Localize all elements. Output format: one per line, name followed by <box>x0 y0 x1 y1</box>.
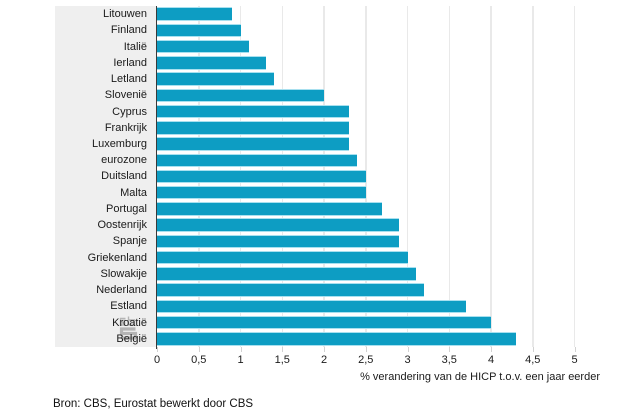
x-axis-title: % verandering van de HICP t.o.v. een jaa… <box>360 371 600 383</box>
y-axis-label: Oostenrijk <box>97 219 147 232</box>
source-note: Bron: CBS, Eurostat bewerkt door CBS <box>53 398 254 410</box>
y-axis-label: Italië <box>123 40 147 53</box>
x-axis-tick <box>407 347 409 352</box>
bar <box>157 73 274 85</box>
y-axis-label: Estland <box>110 300 147 313</box>
y-axis-label: Luxemburg <box>91 138 147 150</box>
x-axis-tick <box>240 347 242 352</box>
plot-area <box>157 6 622 347</box>
cbs-logo-icon <box>119 316 138 340</box>
x-axis-tick-label: 2,5 <box>358 354 374 366</box>
y-axis-label: Spanje <box>112 235 147 248</box>
y-axis-label: Kroatië <box>112 316 147 329</box>
bar <box>157 284 425 296</box>
bar <box>157 122 350 134</box>
y-axis-label: Frankrijk <box>104 121 147 134</box>
gridline <box>490 6 492 347</box>
x-axis-tick-label: 1,5 <box>274 354 290 366</box>
gridline <box>448 6 450 347</box>
x-axis-tick <box>574 347 576 352</box>
x-axis-tick-label: 3 <box>404 354 411 366</box>
bar <box>157 8 233 20</box>
x-axis-tick <box>198 347 200 352</box>
y-axis-label: Finland <box>110 24 147 37</box>
y-axis-label: Ierland <box>113 56 147 69</box>
x-axis-tick-label: 0,5 <box>191 354 207 366</box>
x-axis-tick <box>324 347 325 352</box>
x-axis-tick <box>532 347 534 352</box>
bar <box>157 40 249 53</box>
x-axis-tick-label: 4,5 <box>525 354 541 366</box>
y-axis-label: eurozone <box>101 154 147 167</box>
bar <box>157 251 408 264</box>
x-axis-tick <box>365 347 367 352</box>
bar <box>157 105 350 118</box>
y-axis-label: Portugal <box>106 202 147 215</box>
x-axis-tick-label: 0 <box>153 354 161 366</box>
bar <box>157 57 266 69</box>
y-axis-label: Letland <box>110 73 147 86</box>
bar <box>157 219 400 231</box>
gridline <box>573 6 576 347</box>
x-axis-tick-label: 3,5 <box>441 354 457 366</box>
y-axis-panel: Litouwen Finland Italië Ierland Letland Slove… <box>55 6 157 347</box>
x-axis-tick-label: 5 <box>571 354 578 366</box>
bar <box>157 24 241 37</box>
bar <box>157 268 416 280</box>
bar <box>157 235 400 248</box>
bar <box>157 316 491 329</box>
y-axis-label: Slowakije <box>100 267 147 280</box>
x-axis-tick-label: 4 <box>487 354 495 366</box>
bar <box>157 300 466 313</box>
y-axis-label: Malta <box>120 186 147 199</box>
y-axis-label: Litouwen <box>102 8 147 21</box>
x-axis-tick <box>449 347 451 352</box>
y-axis-label: België <box>116 332 147 345</box>
gridline <box>406 6 409 347</box>
bar <box>157 170 366 183</box>
y-axis-label: Cyprus <box>112 105 147 118</box>
y-axis-line <box>155 6 157 349</box>
x-axis-tick <box>491 347 492 352</box>
y-axis-label: Slovenië <box>104 89 147 102</box>
bar <box>157 333 517 345</box>
gridline <box>532 6 534 347</box>
y-axis-label: Duitsland <box>101 170 147 183</box>
bar <box>157 154 358 166</box>
gridline <box>365 6 367 347</box>
x-axis-tick-label: 1 <box>237 354 244 366</box>
bar <box>157 203 383 215</box>
x-axis-tick-label: 2 <box>320 354 328 366</box>
x-axis-tick <box>157 347 158 352</box>
bar <box>157 186 366 199</box>
y-axis-label: Griekenland <box>87 251 147 264</box>
x-axis-tick <box>282 347 284 352</box>
y-axis-label: Nederland <box>96 284 147 297</box>
bar <box>157 89 324 102</box>
bar <box>157 138 350 150</box>
